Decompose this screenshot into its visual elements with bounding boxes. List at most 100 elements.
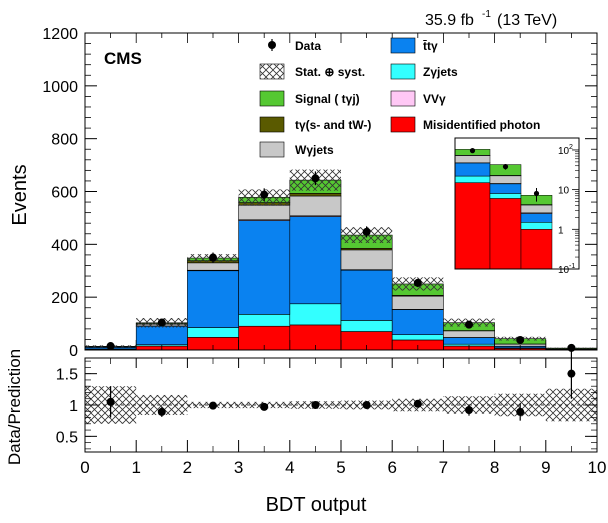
inset-bar-ttbar_gamma-bin-0 [455, 163, 490, 176]
inset-bar-misid_photon-bin-2 [521, 229, 552, 269]
bar-w_gamma_jets-bin-3 [239, 205, 290, 220]
bar-ttbar_gamma-bin-4 [290, 217, 341, 304]
main-y-tick-label: 400 [51, 237, 78, 254]
x-tick-label: 6 [387, 458, 396, 477]
ratio-point-bin-6 [414, 400, 422, 408]
inset-bar-misid_photon-bin-1 [490, 198, 521, 269]
legend-label-misid-photon: Misidentified photon [423, 118, 540, 132]
inset-bar-w_gamma_jets-bin-1 [490, 176, 521, 184]
inset-bar-misid_photon-bin-0 [455, 183, 490, 269]
inset-data-point [503, 164, 508, 169]
legend-label-t-gamma-s-tw: tγ(s- and tW-) [295, 118, 371, 132]
x-tick-label: 1 [131, 458, 140, 477]
bar-z_gamma_jets-bin-2 [187, 328, 238, 338]
y-axis-title: Events [9, 164, 31, 225]
inset-bar-ttbar_gamma-bin-1 [490, 184, 521, 194]
legend-label-signal: Signal ( tγj) [295, 92, 360, 106]
ratio-point-bin-0 [107, 398, 115, 406]
x-tick-label: 9 [541, 458, 550, 477]
bar-w_gamma_jets-bin-2 [187, 263, 238, 270]
legend-label-w-gamma-jets: Wγjets [295, 143, 334, 157]
ratio-y-tick-label: 1.5 [56, 367, 78, 384]
legend-swatch-signal [260, 91, 284, 106]
data-point-bin-1 [158, 319, 166, 327]
ratio-point-bin-3 [260, 403, 268, 411]
inset-data-point [470, 148, 475, 153]
main-y-tick-label: 1000 [42, 79, 78, 96]
data-point-bin-8 [516, 336, 524, 344]
ratio-point-bin-5 [363, 401, 371, 409]
inset-bar-w_gamma_jets-bin-0 [455, 155, 490, 162]
legend-item-w-gamma-jets: Wγjets [260, 142, 334, 157]
data-point-bin-7 [465, 321, 473, 329]
ratio-point-bin-4 [311, 401, 319, 409]
bar-ttbar_gamma-bin-2 [187, 271, 238, 328]
bar-t_gamma_s_tw-bin-4 [290, 193, 341, 196]
ratio-point-bin-7 [465, 406, 473, 414]
legend-label-data: Data [295, 39, 321, 53]
x-tick-label: 7 [439, 458, 448, 477]
bar-w_gamma_jets-bin-5 [341, 250, 392, 270]
inset-data-point [534, 191, 539, 196]
bar-ttbar_gamma-bin-7 [443, 338, 494, 345]
main-y-tick-label: 0 [69, 343, 78, 360]
bar-ttbar_gamma-bin-5 [341, 270, 392, 320]
bar-ttbar_gamma-bin-3 [239, 221, 290, 315]
legend-swatch-vv-gamma [391, 91, 415, 106]
ratio-point-bin-9 [567, 370, 575, 378]
legend-item-t-gamma-s-tw: tγ(s- and tW-) [260, 117, 371, 132]
legend-item-stat-syst: Stat. ⊕ syst. [260, 64, 365, 79]
legend-swatch-t-gamma-s-tw [260, 117, 284, 132]
legend-label-ttbar-gamma: t̄tγ [423, 39, 438, 53]
legend-item-signal: Signal ( tγj) [260, 91, 360, 106]
data-point-bin-5 [363, 228, 371, 236]
data-point-bin-3 [260, 191, 268, 199]
legend-item-vv-gamma: VVγ [391, 91, 446, 106]
data-point-bin-2 [209, 254, 217, 262]
ratio-y-tick-label: 1 [69, 398, 78, 415]
legend-swatch-ttbar-gamma [391, 38, 415, 53]
ratio-y-tick-label: 0.5 [56, 429, 78, 446]
lumi-label: 35.9 fb [425, 12, 474, 29]
x-tick-label: 2 [183, 458, 192, 477]
bar-z_gamma_jets-bin-4 [290, 304, 341, 325]
inset-bar-z_gamma_jets-bin-1 [490, 193, 521, 198]
ratio-y-axis-title: Data/Prediction [5, 349, 24, 465]
lumi-exponent: -1 [482, 9, 491, 20]
bar-z_gamma_jets-bin-6 [392, 335, 443, 340]
x-tick-label: 4 [285, 458, 294, 477]
ratio-point-bin-8 [516, 408, 524, 416]
main-y-tick-label: 1200 [42, 26, 78, 43]
inset-y-tick-label: 10 [558, 265, 570, 276]
bar-ttbar_gamma-bin-1 [136, 326, 187, 344]
legend-label-z-gamma-jets: Zγjets [423, 65, 458, 79]
inset-y-tick-label: 1 [558, 225, 564, 236]
main-y-tick-label: 200 [51, 290, 78, 307]
legend-item-data: Data [268, 39, 321, 53]
inset-bar-z_gamma_jets-bin-0 [455, 176, 490, 183]
x-tick-label: 8 [490, 458, 499, 477]
data-point-bin-6 [414, 279, 422, 287]
data-point-bin-4 [311, 174, 319, 182]
legend-swatch-z-gamma-jets [391, 64, 415, 79]
cms-label: CMS [104, 49, 142, 68]
bar-ttbar_gamma-bin-6 [392, 310, 443, 335]
legend-swatch-w-gamma-jets [260, 142, 284, 157]
main-y-tick-label: 600 [51, 185, 78, 202]
inset-bar-ttbar_gamma-bin-2 [521, 214, 552, 223]
inset-y-tick-label: 10 [558, 146, 570, 157]
inset-bar-w_gamma_jets-bin-2 [521, 205, 552, 213]
legend-item-ttbar-gamma: t̄tγ [391, 38, 438, 53]
x-tick-label: 10 [588, 458, 607, 477]
x-axis-title: BDT output [266, 494, 367, 516]
x-tick-label: 0 [80, 458, 89, 477]
legend-item-z-gamma-jets: Zγjets [391, 64, 458, 79]
bar-z_gamma_jets-bin-5 [341, 320, 392, 331]
x-tick-label: 5 [336, 458, 345, 477]
bar-w_gamma_jets-bin-6 [392, 296, 443, 309]
inset-y-tick-label: 10 [558, 186, 570, 197]
legend-label-stat-syst: Stat. ⊕ syst. [295, 65, 365, 79]
